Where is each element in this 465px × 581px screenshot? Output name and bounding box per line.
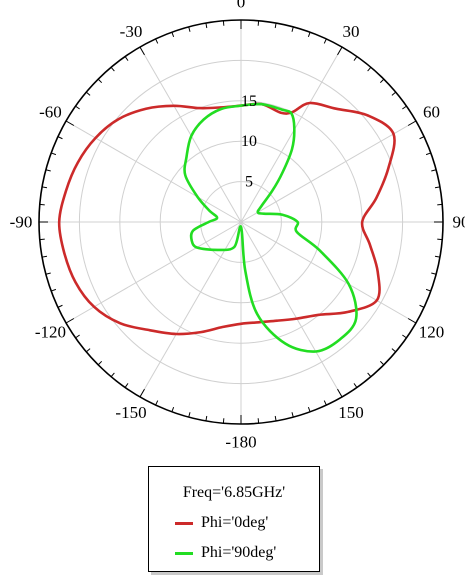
angle-tick-mark xyxy=(402,334,407,339)
angle-tick-mark xyxy=(139,46,145,56)
angle-tick-label: 120 xyxy=(419,323,445,342)
angle-tick-mark xyxy=(57,136,63,140)
angle-tick-mark xyxy=(97,78,103,84)
angle-tick-label: -150 xyxy=(115,403,146,422)
angle-tick-mark xyxy=(291,26,294,32)
grid-spoke xyxy=(139,46,242,223)
angle-tick-mark xyxy=(139,388,145,398)
angle-tick-mark xyxy=(431,272,437,275)
angle-tick-mark xyxy=(407,120,417,126)
legend-label-phi-90deg: Phi='90deg' xyxy=(201,544,277,561)
angle-tick-mark xyxy=(41,255,48,258)
legend-title: Freq='6.85GHz' xyxy=(182,484,286,501)
angle-tick-label: 0 xyxy=(237,0,246,12)
angle-tick-label: -180 xyxy=(225,433,256,452)
angle-tick-mark xyxy=(45,272,51,275)
angle-tick-mark xyxy=(41,186,48,189)
angle-tick-mark xyxy=(124,56,129,61)
angle-tick-mark xyxy=(171,406,175,412)
angle-tick-mark xyxy=(402,105,407,110)
series-layer xyxy=(57,101,396,353)
angle-tick-mark xyxy=(45,169,51,172)
grid-spoke xyxy=(240,46,343,223)
angle-tick-labels: 0 30 60 90 120 150 -180 -150 -120 -90 -60 -30 xyxy=(10,0,465,452)
legend-item-phi-90deg: Phi='90deg' xyxy=(175,543,276,563)
legend-swatch-phi-0deg xyxy=(175,521,193,525)
angle-tick-mark xyxy=(110,66,115,72)
angle-tick-mark xyxy=(379,360,385,366)
legend-item-phi-0deg: Phi='0deg' xyxy=(175,513,268,533)
angle-tick-mark xyxy=(155,38,159,44)
polar-plot: 0 30 60 90 120 150 -180 -150 -120 -90 -60 -30 5 10 15 xyxy=(10,0,465,452)
grid-spoke xyxy=(240,120,417,223)
angle-tick-mark xyxy=(353,383,358,388)
angle-tick-mark xyxy=(155,400,159,406)
angle-tick-mark xyxy=(65,120,75,126)
angle-tick-mark xyxy=(188,412,191,418)
angle-tick-mark xyxy=(51,152,57,156)
angle-tick-mark xyxy=(353,56,358,61)
angle-tick-mark xyxy=(367,66,372,72)
angle-tick-mark xyxy=(379,78,385,84)
angle-tick-mark xyxy=(85,348,91,353)
angle-tick-label: 90 xyxy=(453,213,465,232)
legend-label-phi-0deg: Phi='0deg' xyxy=(201,514,269,531)
angle-tick-mark xyxy=(419,304,425,308)
angle-tick-mark xyxy=(419,136,425,140)
grid-spoke xyxy=(240,221,417,324)
angle-tick-mark xyxy=(274,415,277,422)
angle-tick-mark xyxy=(51,288,57,292)
angle-tick-label: -30 xyxy=(120,22,143,41)
angle-tick-mark xyxy=(274,22,277,29)
angle-tick-mark xyxy=(425,152,431,156)
angle-tick-mark xyxy=(431,169,437,172)
angle-tick-mark xyxy=(391,348,397,353)
radial-tick-label: 10 xyxy=(241,133,257,150)
angle-tick-mark xyxy=(367,372,372,378)
angle-tick-mark xyxy=(337,46,343,56)
angle-tick-mark xyxy=(97,360,103,366)
angle-tick-mark xyxy=(205,22,208,29)
angle-tick-mark xyxy=(307,406,311,412)
radial-tick-label: 15 xyxy=(241,93,257,110)
angle-tick-label: -60 xyxy=(39,103,62,122)
angle-tick-label: -120 xyxy=(35,323,66,342)
legend: Freq='6.85GHz' Phi='0deg' Phi='90deg' xyxy=(148,466,320,572)
angle-tick-mark xyxy=(291,412,294,418)
angle-tick-mark xyxy=(307,32,311,38)
angle-tick-mark xyxy=(434,186,441,189)
angle-tick-mark xyxy=(188,26,191,32)
angle-tick-mark xyxy=(391,91,397,96)
angle-tick-mark xyxy=(65,318,75,324)
grid-spoke xyxy=(65,120,242,223)
angle-tick-mark xyxy=(337,388,343,398)
radial-tick-labels: 5 10 15 xyxy=(241,93,257,191)
series-line-1 xyxy=(183,102,358,353)
angle-tick-label: 60 xyxy=(423,103,440,122)
polar-grid xyxy=(38,19,444,425)
angle-tick-mark xyxy=(57,304,63,308)
angle-tick-mark xyxy=(205,415,208,422)
angle-tick-label: 30 xyxy=(343,22,360,41)
angle-tick-mark xyxy=(75,105,80,110)
angle-tick-label: -90 xyxy=(10,213,33,232)
series-line-0 xyxy=(57,101,396,336)
grid-spoke xyxy=(240,221,343,398)
angle-tick-mark xyxy=(110,372,115,378)
legend-swatch-phi-90deg xyxy=(175,551,193,555)
angle-tick-mark xyxy=(407,318,417,324)
radial-tick-label: 5 xyxy=(245,174,253,191)
angle-tick-mark xyxy=(124,383,129,388)
angle-tick-mark xyxy=(323,400,327,406)
angle-tick-label: 150 xyxy=(338,403,364,422)
grid-spoke xyxy=(139,221,242,398)
grid-spoke xyxy=(65,221,242,324)
angle-tick-mark xyxy=(75,334,80,339)
angle-tick-mark xyxy=(434,255,441,258)
angle-tick-mark xyxy=(85,91,91,96)
angle-tick-mark xyxy=(323,38,327,44)
angle-tick-mark xyxy=(425,288,431,292)
angle-tick-mark xyxy=(171,32,175,38)
